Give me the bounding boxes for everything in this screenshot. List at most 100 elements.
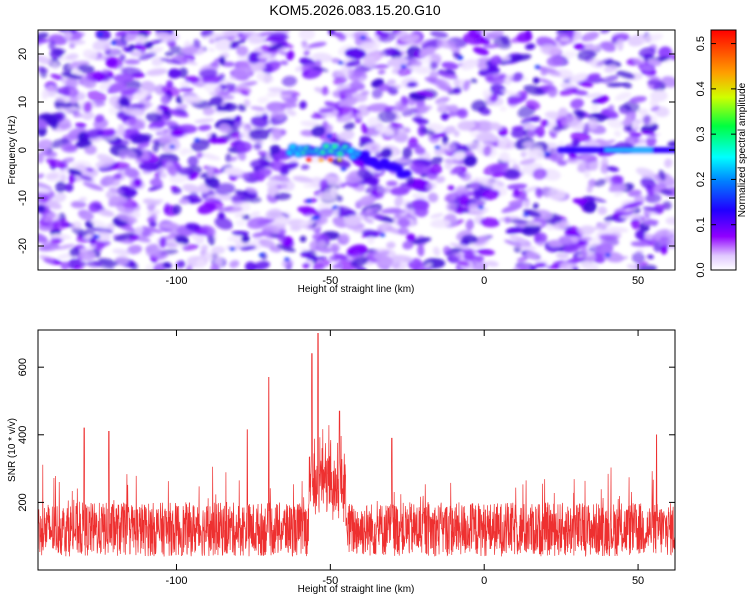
noise-blob	[149, 178, 163, 187]
noise-blob	[441, 61, 459, 70]
noise-blob	[523, 200, 531, 208]
noise-blob	[108, 187, 125, 195]
noise-blob	[602, 74, 619, 84]
noise-blob	[60, 142, 76, 153]
noise-blob	[175, 95, 183, 104]
noise-spot	[360, 35, 367, 40]
noise-blob	[237, 104, 247, 112]
noise-blob	[534, 232, 543, 245]
noise-blob	[83, 101, 93, 113]
noise-blob	[622, 201, 644, 209]
noise-blob	[112, 248, 131, 256]
noise-blob	[145, 112, 163, 123]
spectrogram-ylabel: Frequency (Hz)	[7, 116, 18, 185]
noise-blob	[540, 69, 548, 76]
trace-cell	[323, 144, 329, 149]
noise-blob	[39, 66, 47, 79]
noise-blob	[590, 103, 600, 112]
noise-blob	[131, 133, 153, 144]
noise-blob	[430, 156, 443, 166]
noise-blob	[292, 175, 313, 183]
noise-blob	[592, 252, 606, 264]
noise-blob	[161, 85, 180, 97]
noise-blob	[409, 162, 431, 176]
noise-blob	[109, 139, 130, 147]
noise-blob	[386, 79, 396, 86]
noise-blob	[604, 63, 618, 73]
noise-blob	[211, 246, 226, 255]
noise-spot	[283, 257, 290, 262]
noise-blob	[42, 199, 62, 210]
noise-spot	[340, 166, 347, 171]
noise-spot	[534, 64, 541, 69]
noise-blob	[41, 89, 49, 100]
noise-blob	[532, 202, 539, 210]
trace-cell	[360, 150, 371, 159]
noise-blob	[499, 156, 512, 163]
noise-blob	[375, 151, 382, 160]
noise-blob	[430, 218, 451, 229]
noise-blob	[370, 38, 382, 48]
noise-blob	[606, 166, 620, 172]
noise-blob	[278, 93, 293, 99]
trace-peak	[306, 157, 312, 162]
noise-blob	[511, 128, 526, 139]
noise-blob	[646, 135, 657, 148]
noise-blob	[299, 235, 307, 243]
trace-peak	[327, 157, 333, 162]
noise-blob	[218, 206, 235, 212]
noise-blob	[55, 180, 66, 193]
noise-blob	[452, 52, 462, 58]
noise-blob	[165, 242, 179, 249]
noise-blob	[280, 180, 295, 192]
noise-spot	[400, 64, 407, 69]
noise-blob	[337, 130, 355, 142]
noise-blob	[444, 162, 453, 170]
noise-blob	[319, 179, 329, 190]
noise-blob	[431, 54, 438, 61]
noise-layer	[38, 30, 675, 270]
noise-blob	[67, 168, 83, 176]
noise-blob	[202, 107, 215, 116]
noise-blob	[640, 66, 655, 72]
noise-blob	[432, 246, 441, 257]
snr-xlabel: Height of straight line (km)	[298, 584, 415, 595]
noise-blob	[532, 77, 540, 84]
noise-blob	[402, 147, 413, 159]
noise-blob	[149, 221, 157, 228]
noise-blob	[96, 241, 111, 248]
noise-blob	[55, 95, 70, 104]
noise-blob	[209, 92, 229, 98]
noise-blob	[89, 219, 108, 229]
noise-blob	[635, 229, 646, 240]
y-tick-label: 600	[17, 358, 29, 376]
x-tick-label: -50	[322, 275, 338, 287]
noise-blob	[111, 38, 128, 47]
noise-blob	[299, 100, 307, 110]
noise-blob	[230, 132, 244, 140]
noise-blob	[209, 96, 223, 107]
noise-blob	[214, 182, 236, 195]
noise-blob	[504, 216, 511, 224]
noise-blob	[38, 173, 45, 179]
noise-blob	[627, 189, 642, 197]
noise-blob	[412, 116, 430, 125]
noise-blob	[349, 81, 366, 91]
noise-blob	[390, 122, 404, 129]
noise-blob	[344, 47, 367, 60]
noise-blob	[517, 256, 529, 263]
noise-blob	[303, 183, 324, 188]
noise-blob	[158, 221, 180, 230]
noise-blob	[498, 136, 508, 149]
noise-blob	[250, 168, 272, 180]
noise-blob	[442, 245, 452, 255]
noise-blob	[598, 233, 619, 241]
noise-blob	[653, 242, 663, 252]
noise-blob	[569, 120, 587, 131]
noise-blob	[246, 216, 268, 229]
noise-blob	[390, 186, 410, 196]
noise-blob	[406, 233, 416, 242]
noise-blob	[613, 130, 622, 138]
